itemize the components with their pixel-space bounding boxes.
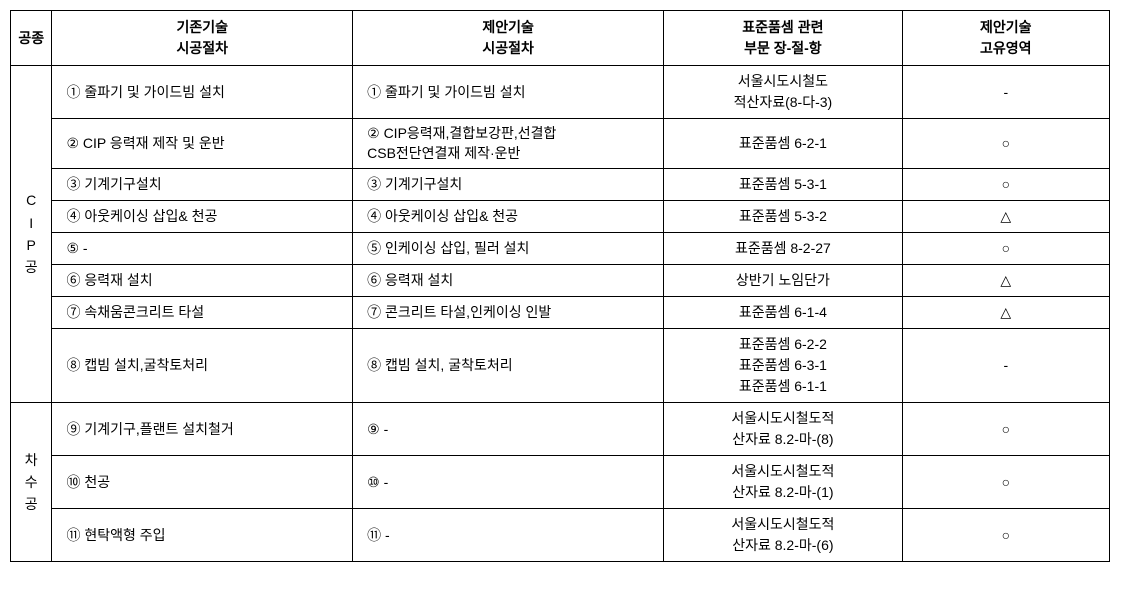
proposed-cell: ⑥ 응력재 설치 bbox=[353, 265, 664, 297]
existing-cell: ⑦ 속채움콘크리트 타설 bbox=[52, 297, 353, 329]
standard-cell: 서울시도시철도적산자료 8.2-마-(6) bbox=[664, 509, 902, 562]
proposed-cell: ⑩ - bbox=[353, 456, 664, 509]
header-col3: 제안기술시공절차 bbox=[353, 11, 664, 66]
existing-cell: ③ 기계기구설치 bbox=[52, 169, 353, 201]
standard-cell: 서울시도시철도적산자료(8-다-3) bbox=[664, 66, 902, 119]
existing-cell: ⑤ - bbox=[52, 233, 353, 265]
table-row: ⑥ 응력재 설치⑥ 응력재 설치상반기 노임단가△ bbox=[11, 265, 1110, 297]
standard-cell: 표준품셈 6-2-1 bbox=[664, 119, 902, 169]
unique-cell: ○ bbox=[902, 509, 1109, 562]
existing-cell: ④ 아웃케이싱 삽입& 천공 bbox=[52, 201, 353, 233]
table-row: ③ 기계기구설치③ 기계기구설치표준품셈 5-3-1○ bbox=[11, 169, 1110, 201]
standard-cell: 표준품셈 6-1-4 bbox=[664, 297, 902, 329]
header-col1: 공종 bbox=[11, 11, 52, 66]
standard-cell: 표준품셈 5-3-1 bbox=[664, 169, 902, 201]
unique-cell: ○ bbox=[902, 403, 1109, 456]
table-row: ② CIP 응력재 제작 및 운반② CIP응력재,결합보강판,선결합CSB전단… bbox=[11, 119, 1110, 169]
existing-cell: ⑪ 현탁액형 주입 bbox=[52, 509, 353, 562]
header-row: 공종 기존기술시공절차 제안기술시공절차 표준품셈 관련부문 장-절-항 제안기… bbox=[11, 11, 1110, 66]
table-row: ⑩ 천공⑩ -서울시도시철도적산자료 8.2-마-(1)○ bbox=[11, 456, 1110, 509]
standard-cell: 표준품셈 8-2-27 bbox=[664, 233, 902, 265]
unique-cell: △ bbox=[902, 297, 1109, 329]
proposed-cell: ⑧ 캡빔 설치, 굴착토처리 bbox=[353, 329, 664, 403]
existing-cell: ① 줄파기 및 가이드빔 설치 bbox=[52, 66, 353, 119]
proposed-cell: ⑦ 콘크리트 타설,인케이싱 인발 bbox=[353, 297, 664, 329]
unique-cell: ○ bbox=[902, 119, 1109, 169]
table-row: ⑪ 현탁액형 주입⑪ -서울시도시철도적산자료 8.2-마-(6)○ bbox=[11, 509, 1110, 562]
unique-cell: ○ bbox=[902, 169, 1109, 201]
category-cip: CIP공 bbox=[11, 66, 52, 403]
header-col4: 표준품셈 관련부문 장-절-항 bbox=[664, 11, 902, 66]
existing-cell: ⑨ 기계기구,플랜트 설치철거 bbox=[52, 403, 353, 456]
table-row: ⑧ 캡빔 설치,굴착토처리⑧ 캡빔 설치, 굴착토처리표준품셈 6-2-2표준품… bbox=[11, 329, 1110, 403]
table-row: ⑤ -⑤ 인케이싱 삽입, 필러 설치표준품셈 8-2-27○ bbox=[11, 233, 1110, 265]
header-col2: 기존기술시공절차 bbox=[52, 11, 353, 66]
table-row: ④ 아웃케이싱 삽입& 천공④ 아웃케이싱 삽입& 천공표준품셈 5-3-2△ bbox=[11, 201, 1110, 233]
proposed-cell: ② CIP응력재,결합보강판,선결합CSB전단연결재 제작·운반 bbox=[353, 119, 664, 169]
unique-cell: ○ bbox=[902, 233, 1109, 265]
proposed-cell: ⑨ - bbox=[353, 403, 664, 456]
standard-cell: 상반기 노임단가 bbox=[664, 265, 902, 297]
unique-cell: ○ bbox=[902, 456, 1109, 509]
table-row: ⑦ 속채움콘크리트 타설⑦ 콘크리트 타설,인케이싱 인발표준품셈 6-1-4△ bbox=[11, 297, 1110, 329]
proposed-cell: ⑪ - bbox=[353, 509, 664, 562]
unique-cell: - bbox=[902, 66, 1109, 119]
standard-cell: 서울시도시철도적산자료 8.2-마-(1) bbox=[664, 456, 902, 509]
existing-cell: ⑩ 천공 bbox=[52, 456, 353, 509]
table-row: CIP공① 줄파기 및 가이드빔 설치① 줄파기 및 가이드빔 설치서울시도시철… bbox=[11, 66, 1110, 119]
unique-cell: △ bbox=[902, 201, 1109, 233]
table-row: 차수공⑨ 기계기구,플랜트 설치철거⑨ -서울시도시철도적산자료 8.2-마-(… bbox=[11, 403, 1110, 456]
standard-cell: 서울시도시철도적산자료 8.2-마-(8) bbox=[664, 403, 902, 456]
existing-cell: ⑧ 캡빔 설치,굴착토처리 bbox=[52, 329, 353, 403]
header-col5: 제안기술고유영역 bbox=[902, 11, 1109, 66]
proposed-cell: ① 줄파기 및 가이드빔 설치 bbox=[353, 66, 664, 119]
unique-cell: △ bbox=[902, 265, 1109, 297]
standard-cell: 표준품셈 5-3-2 bbox=[664, 201, 902, 233]
category-chasu: 차수공 bbox=[11, 403, 52, 562]
unique-cell: - bbox=[902, 329, 1109, 403]
existing-cell: ⑥ 응력재 설치 bbox=[52, 265, 353, 297]
proposed-cell: ④ 아웃케이싱 삽입& 천공 bbox=[353, 201, 664, 233]
proposed-cell: ⑤ 인케이싱 삽입, 필러 설치 bbox=[353, 233, 664, 265]
existing-cell: ② CIP 응력재 제작 및 운반 bbox=[52, 119, 353, 169]
proposed-cell: ③ 기계기구설치 bbox=[353, 169, 664, 201]
construction-table: 공종 기존기술시공절차 제안기술시공절차 표준품셈 관련부문 장-절-항 제안기… bbox=[10, 10, 1110, 562]
standard-cell: 표준품셈 6-2-2표준품셈 6-3-1표준품셈 6-1-1 bbox=[664, 329, 902, 403]
